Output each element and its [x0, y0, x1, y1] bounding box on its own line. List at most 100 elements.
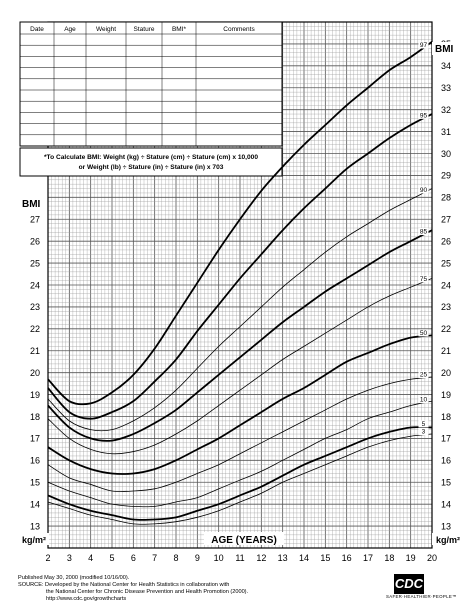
percentile-curve-50	[47, 334, 433, 475]
y-tick-right: 17	[441, 434, 451, 444]
formula-line-1: *To Calculate BMI: Weight (kg) ÷ Stature…	[44, 154, 258, 161]
axis-labels: BMI BMI AGE (YEARS) kg/m² kg/m²	[19, 42, 464, 546]
footer-notes: Published May 30, 2000 (modified 10/16/0…	[18, 575, 338, 603]
percentile-label-background	[418, 228, 429, 236]
formula-box: *To Calculate BMI: Weight (kg) ÷ Stature…	[19, 147, 283, 177]
unit-left-background	[19, 533, 49, 545]
table-background	[19, 21, 283, 147]
y-tick-left: 23	[30, 302, 40, 312]
table-header-date: Date	[30, 26, 44, 33]
unit-left-label: kg/m²	[22, 535, 46, 545]
x-tick-label: 19	[406, 553, 416, 563]
percentile-curve-3	[47, 433, 433, 525]
table-header-age: Age	[64, 26, 76, 33]
y-tick-right-background	[436, 433, 458, 444]
y-tick-left: 19	[30, 390, 40, 400]
y-tick-right: 33	[441, 83, 451, 93]
y-tick-left: 18	[30, 412, 40, 422]
x-tick-label: 13	[278, 553, 288, 563]
bmi-right-label: BMI	[435, 44, 454, 55]
y-tick-right-background	[436, 280, 458, 290]
percentile-label-3: 3	[422, 428, 426, 435]
percentile-curve-10	[47, 400, 433, 508]
percentile-label-95: 95	[420, 112, 428, 119]
y-tick-left-background	[24, 433, 45, 444]
percentile-label-background	[418, 275, 429, 283]
percentile-curve-97	[47, 40, 433, 406]
percentile-curve-90	[47, 188, 433, 432]
x-tick-label: 20	[427, 553, 437, 563]
percentile-curve-25	[47, 376, 433, 492]
bmi-left-label: BMI	[22, 199, 41, 210]
x-tick-label: 5	[109, 553, 114, 563]
x-tick-label: 3	[67, 553, 72, 563]
y-tick-right-background	[436, 126, 458, 137]
y-tick-left: 20	[30, 368, 40, 378]
y-tick-right-background	[436, 192, 458, 203]
y-tick-left: 13	[30, 521, 40, 531]
y-tick-right-background	[436, 236, 458, 247]
percentile-curve-5	[47, 426, 433, 521]
y-tick-left-background	[24, 521, 45, 532]
y-tick-right-background	[436, 499, 458, 510]
y-tick-left-background	[24, 280, 45, 290]
y-tick-right-background	[436, 170, 458, 181]
y-tick-right: 31	[441, 127, 451, 137]
percentile-curve-75	[47, 278, 433, 455]
growthcharts-link[interactable]: http://www.cdc.gov/growthcharts	[46, 596, 127, 602]
y-tick-left-background	[24, 345, 45, 356]
x-tick-label: 17	[363, 553, 373, 563]
x-tick-label: 16	[342, 553, 352, 563]
y-tick-left: 17	[30, 434, 40, 444]
y-tick-right: 29	[441, 171, 451, 181]
x-tick-label: 4	[88, 553, 93, 563]
formula-line-2: or Weight (lb) ÷ Stature (in) ÷ Stature …	[79, 164, 224, 171]
y-tick-left: 21	[30, 346, 40, 356]
y-tick-right: 14	[441, 499, 451, 509]
bmi-left-label-background	[19, 197, 45, 210]
y-tick-left: 14	[30, 499, 40, 509]
y-tick-right: 27	[441, 215, 451, 225]
x-tick-label: 18	[384, 553, 394, 563]
y-tick-left-background	[24, 301, 45, 312]
bmi-right-label-background	[432, 42, 460, 55]
x-axis-label: AGE (YEARS)	[211, 535, 277, 546]
source-line-1: SOURCE: Developed by the National Center…	[18, 582, 230, 588]
y-tick-left: 24	[30, 280, 40, 290]
table-header-bmi: BMI*	[172, 26, 187, 33]
x-tick-label: 12	[256, 553, 266, 563]
y-tick-left-background	[24, 411, 45, 422]
x-tick-label: 11	[235, 553, 244, 563]
y-tick-right-background	[436, 301, 458, 312]
table-header-comments: Comments	[223, 26, 255, 33]
y-tick-right-background	[436, 367, 458, 378]
age-label-background	[204, 532, 284, 545]
y-tick-right: 22	[441, 324, 451, 334]
percentile-label-90: 90	[420, 187, 428, 194]
y-tick-left: 16	[30, 456, 40, 466]
x-tick-label: 14	[299, 553, 309, 563]
x-tick-label: 15	[320, 553, 330, 563]
percentile-label-85: 85	[420, 229, 428, 236]
x-tick-label: 2	[45, 553, 50, 563]
x-tick-label: 9	[195, 553, 200, 563]
y-tick-right: 28	[441, 193, 451, 203]
y-tick-right: 34	[441, 61, 451, 71]
y-tick-right-background	[436, 521, 458, 532]
formula-box-background	[19, 147, 283, 177]
y-tick-left: 27	[30, 215, 40, 225]
y-tick-right-background	[436, 411, 458, 422]
percentile-label-background	[418, 186, 429, 194]
y-tick-right: 19	[441, 390, 451, 400]
percentile-label-background	[418, 329, 429, 337]
percentile-label-background	[418, 396, 429, 404]
table-header-weight: Weight	[96, 26, 116, 33]
record-table: Date Age Weight Stature BMI* Comments	[19, 21, 283, 147]
percentile-label-background	[418, 371, 429, 379]
axes: 1314151617181920212223242526271314151617…	[24, 38, 458, 563]
y-tick-left-background	[24, 455, 45, 466]
y-tick-left-background	[24, 323, 45, 334]
percentile-label-97: 97	[420, 42, 428, 49]
y-tick-right: 18	[441, 412, 451, 422]
